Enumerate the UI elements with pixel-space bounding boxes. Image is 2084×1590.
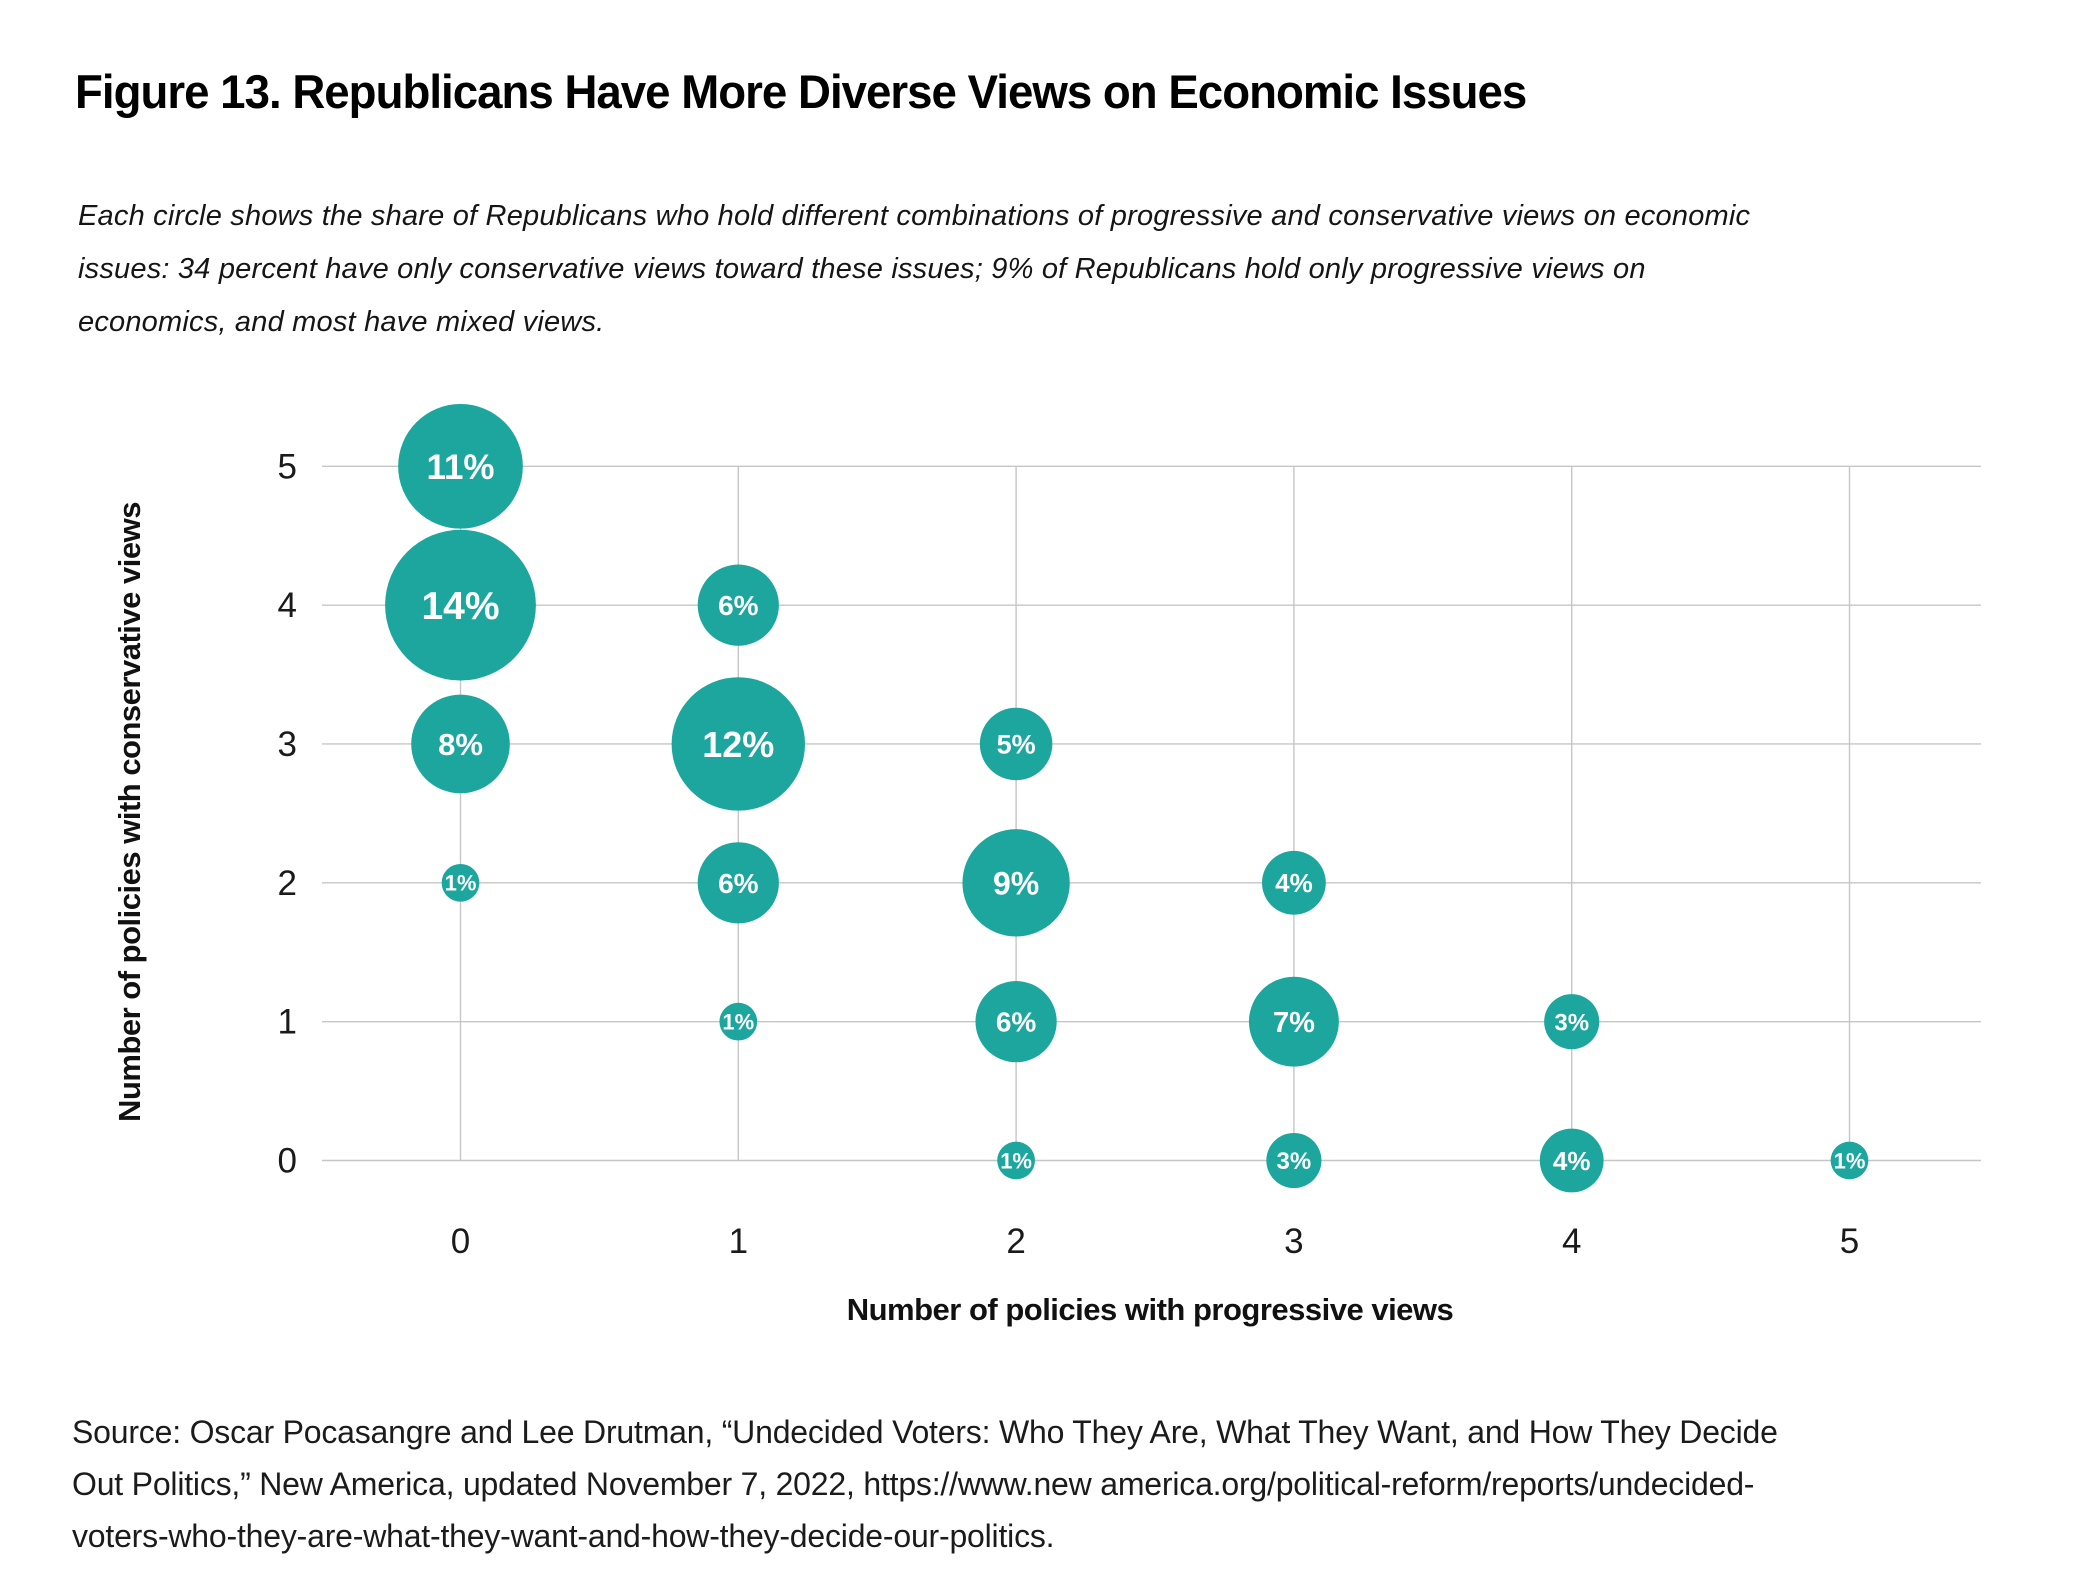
source-line: Source: Oscar Pocasangre and Lee Drutman… (72, 1414, 1778, 1450)
bubble-label: 3% (1277, 1148, 1312, 1175)
bubble (1830, 1141, 1869, 1180)
bubble-label: 8% (438, 727, 483, 762)
x-axis-title: Number of policies with progressive view… (847, 1292, 1454, 1327)
bubble (975, 981, 1057, 1063)
bubble (1544, 994, 1600, 1050)
subtitle-line: economics, and most have mixed views. (78, 306, 605, 338)
bubble-label: 6% (718, 590, 759, 621)
bubble-label: 6% (996, 1007, 1037, 1038)
x-tick-label: 1 (729, 1222, 748, 1261)
bubble (398, 403, 523, 529)
figure-subtitle: Each circle shows the share of Republica… (78, 190, 1978, 349)
y-tick-label: 5 (278, 447, 297, 486)
x-tick-label: 5 (1840, 1222, 1859, 1261)
bubble-label: 5% (997, 730, 1036, 760)
bubble-label: 7% (1273, 1007, 1315, 1039)
bubble-label: 3% (1554, 1009, 1589, 1036)
bubble (1266, 1132, 1322, 1189)
bubble (697, 842, 779, 924)
bubble (671, 677, 805, 811)
bubble (697, 564, 779, 646)
bubble-label: 1% (445, 871, 477, 896)
x-tick-label: 0 (451, 1222, 470, 1261)
bubble (385, 529, 536, 681)
bubble-label: 1% (1834, 1148, 1866, 1173)
bubble-label: 11% (426, 448, 494, 487)
subtitle-line: Each circle shows the share of Republica… (78, 200, 1751, 232)
bubble (1248, 976, 1339, 1067)
bubble-label: 12% (702, 724, 774, 765)
bubble-label: 1% (722, 1010, 754, 1035)
bubble (962, 829, 1070, 937)
y-tick-label: 3 (278, 725, 297, 764)
y-axis-title: Number of policies with conservative vie… (112, 502, 147, 1122)
bubble-label: 1% (1000, 1148, 1032, 1173)
bubble-label: 6% (718, 868, 759, 899)
bubble (1539, 1128, 1604, 1193)
y-tick-label: 4 (278, 586, 297, 625)
source-line: voters-who-they-are-what-they-want-and-h… (72, 1518, 1055, 1554)
bubble (719, 1002, 758, 1041)
bubble-label: 14% (421, 585, 499, 628)
figure-title: Figure 13. Republicans Have More Diverse… (75, 65, 1527, 118)
bubble-label: 9% (993, 865, 1039, 901)
subtitle-line: issues: 34 percent have only conservativ… (78, 253, 1646, 285)
x-tick-label: 4 (1562, 1222, 1581, 1261)
x-tick-label: 2 (1006, 1222, 1025, 1261)
bubble (979, 707, 1053, 781)
y-tick-label: 0 (278, 1142, 297, 1181)
bubble (441, 863, 480, 902)
bubble-label: 4% (1553, 1146, 1591, 1176)
source-note: Source: Oscar Pocasangre and Lee Drutman… (72, 1406, 2032, 1562)
bubble (411, 694, 510, 794)
x-tick-label: 3 (1284, 1222, 1303, 1261)
bubble (1262, 850, 1326, 915)
y-tick-label: 2 (278, 864, 297, 903)
source-line: Out Politics,” New America, updated Nove… (72, 1466, 1755, 1502)
bubble-label: 4% (1275, 868, 1313, 898)
bubble (997, 1141, 1035, 1180)
y-tick-label: 1 (278, 1003, 297, 1042)
